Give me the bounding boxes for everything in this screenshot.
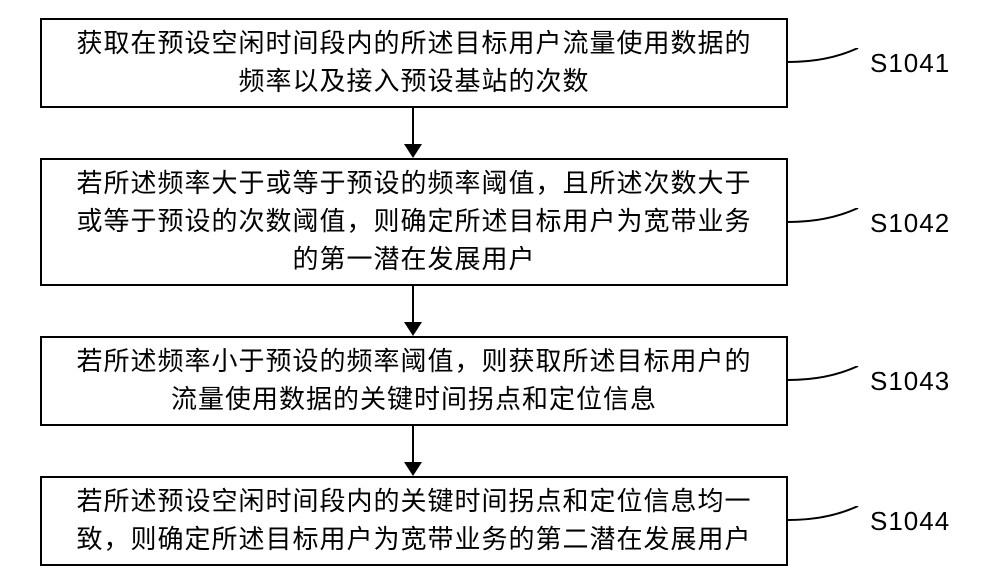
flow-node-4-text: 若所述预设空闲时间段内的关键时间拐点和定位信息均一 致，则确定所述目标用户为宽带…: [76, 483, 751, 558]
flow-node-2-text: 若所述频率大于或等于预设的频率阈值，且所述次数大于 或等于预设的次数阈值，则确定…: [76, 165, 751, 278]
flow-node-2: 若所述频率大于或等于预设的频率阈值，且所述次数大于 或等于预设的次数阈值，则确定…: [40, 158, 788, 286]
node4-line1: 若所述预设空闲时间段内的关键时间拐点和定位信息均一: [76, 486, 751, 516]
flow-node-1: 获取在预设空闲时间段内的所述目标用户流量使用数据的 频率以及接入预设基站的次数: [40, 18, 788, 108]
connector-2: [788, 208, 868, 238]
flow-node-4: 若所述预设空闲时间段内的关键时间拐点和定位信息均一 致，则确定所述目标用户为宽带…: [40, 476, 788, 566]
step-label-1: S1041: [870, 48, 950, 79]
step-label-3: S1043: [870, 366, 950, 397]
node2-line1: 若所述频率大于或等于预设的频率阈值，且所述次数大于: [76, 168, 751, 198]
node4-line2: 致，则确定所述目标用户为宽带业务的第二潜在发展用户: [76, 524, 751, 554]
arrow-2-line: [412, 286, 414, 322]
arrow-3-head: [404, 462, 422, 476]
connector-4: [788, 506, 868, 536]
flow-node-3: 若所述频率小于预设的频率阈值，则获取所述目标用户的 流量使用数据的关键时间拐点和…: [40, 336, 788, 426]
flowchart-canvas: 获取在预设空闲时间段内的所述目标用户流量使用数据的 频率以及接入预设基站的次数 …: [0, 0, 1000, 581]
arrow-1-head: [404, 144, 422, 158]
arrow-2-head: [404, 322, 422, 336]
step-label-4: S1044: [870, 506, 950, 537]
node2-line2: 或等于预设的次数阈值，则确定所述目标用户为宽带业务: [76, 206, 751, 236]
node2-line3: 的第一潜在发展用户: [292, 244, 535, 274]
node3-line2: 流量使用数据的关键时间拐点和定位信息: [171, 384, 657, 414]
flow-node-1-text: 获取在预设空闲时间段内的所述目标用户流量使用数据的 频率以及接入预设基站的次数: [76, 25, 751, 100]
node1-line2: 频率以及接入预设基站的次数: [238, 66, 589, 96]
arrow-3-line: [412, 426, 414, 462]
step-label-2: S1042: [870, 208, 950, 239]
connector-1: [788, 48, 868, 78]
node1-line1: 获取在预设空闲时间段内的所述目标用户流量使用数据的: [76, 28, 751, 58]
connector-3: [788, 366, 868, 396]
arrow-1-line: [412, 108, 414, 144]
node3-line1: 若所述频率小于预设的频率阈值，则获取所述目标用户的: [76, 346, 751, 376]
flow-node-3-text: 若所述频率小于预设的频率阈值，则获取所述目标用户的 流量使用数据的关键时间拐点和…: [76, 343, 751, 418]
